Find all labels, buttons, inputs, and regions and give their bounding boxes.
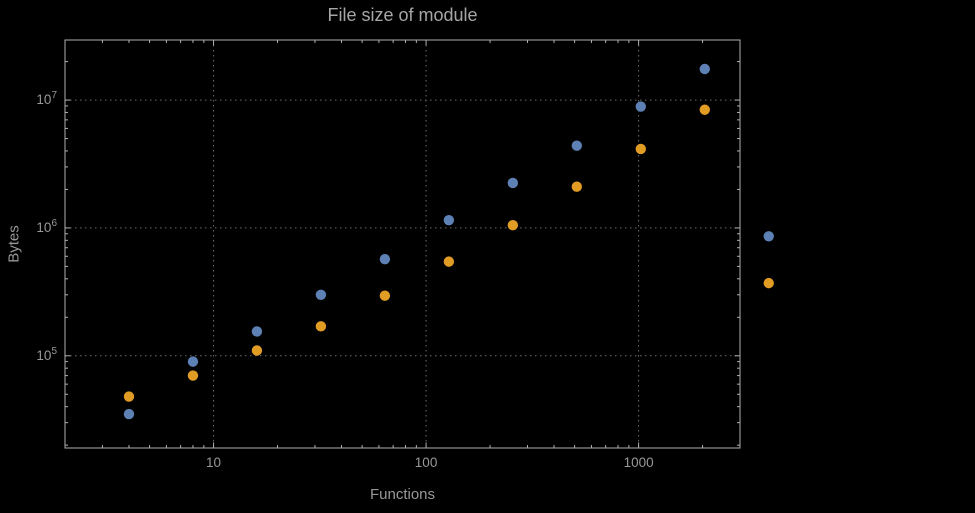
data-point-series-1 bbox=[699, 63, 710, 75]
plot-frame bbox=[64, 39, 741, 449]
data-point-series-1 bbox=[635, 101, 646, 112]
data-point-series-1 bbox=[379, 253, 391, 265]
data-point-series-2 bbox=[635, 143, 646, 155]
data-point-series-1 bbox=[571, 140, 583, 151]
data-point-series-1 bbox=[763, 231, 774, 242]
data-point-series-2 bbox=[315, 321, 327, 332]
data-point-series-1 bbox=[123, 408, 135, 420]
data-point-series-2 bbox=[507, 220, 519, 231]
data-point-series-2 bbox=[763, 277, 774, 289]
y-tick-label: 106 bbox=[36, 218, 57, 235]
x-tick-label: 10 bbox=[206, 455, 221, 470]
data-point-series-1 bbox=[251, 326, 263, 337]
data-point-series-2 bbox=[379, 290, 391, 301]
x-tick-label: 100 bbox=[415, 455, 438, 470]
data-point-series-2 bbox=[699, 104, 710, 115]
data-point-series-2 bbox=[443, 256, 455, 267]
data-point-series-2 bbox=[571, 181, 583, 192]
data-point-series-2 bbox=[123, 391, 135, 402]
y-tick-label: 105 bbox=[36, 346, 57, 363]
data-point-series-1 bbox=[187, 356, 199, 367]
data-point-series-2 bbox=[187, 370, 199, 381]
data-point-series-1 bbox=[507, 177, 519, 189]
plot-title: File size of module bbox=[327, 5, 478, 25]
data-point-series-2 bbox=[251, 345, 263, 356]
x-axis-label: Functions bbox=[369, 486, 436, 503]
y-axis-label: Bytes bbox=[5, 225, 23, 263]
y-tick-label: 107 bbox=[36, 90, 57, 107]
data-point-series-1 bbox=[443, 214, 455, 226]
x-tick-label: 1000 bbox=[624, 455, 654, 470]
data-point-series-1 bbox=[315, 289, 327, 300]
